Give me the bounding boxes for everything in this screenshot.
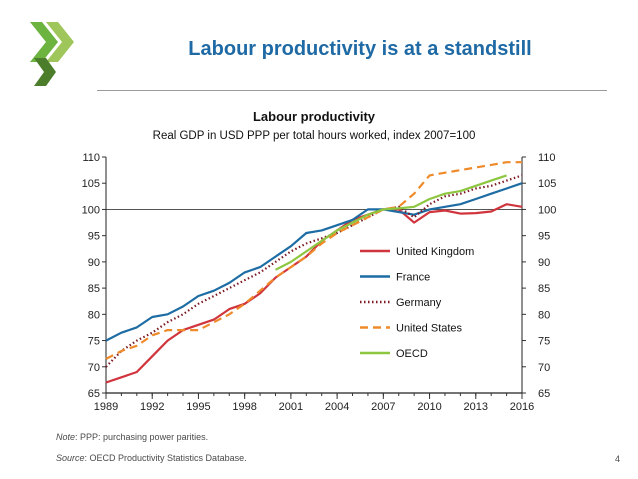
logo-chevron-top-right xyxy=(46,22,74,62)
note-text: : PPP: purchasing power parities. xyxy=(75,432,209,442)
y-tick-label-right: 110 xyxy=(538,152,556,164)
note-label: Note xyxy=(56,432,76,442)
oecd-logo xyxy=(30,22,74,86)
series-line-france xyxy=(105,182,523,342)
legend-label: OECD xyxy=(396,348,428,360)
legend-label: United States xyxy=(396,323,463,335)
y-tick-label-left: 65 xyxy=(88,388,100,400)
y-tick-label-right: 65 xyxy=(538,388,550,400)
y-tick-label-right: 80 xyxy=(538,309,550,321)
source-label: Source xyxy=(56,453,85,463)
y-tick-label-left: 95 xyxy=(88,231,100,243)
chart-series xyxy=(105,161,523,384)
y-tick-label-left: 100 xyxy=(82,204,100,216)
y-tick-label-right: 90 xyxy=(538,257,550,269)
y-tick-label-right: 75 xyxy=(538,336,550,348)
x-tick-label: 1998 xyxy=(232,401,256,413)
x-tick-label: 2013 xyxy=(464,401,488,413)
y-tick-label-left: 105 xyxy=(82,178,100,190)
logo-chevron-bottom xyxy=(34,58,56,86)
legend-label: Germany xyxy=(396,297,442,309)
x-tick-label: 2010 xyxy=(417,401,441,413)
x-tick-label: 2007 xyxy=(371,401,395,413)
y-tick-label-right: 100 xyxy=(538,204,556,216)
y-tick-label-right: 95 xyxy=(538,231,550,243)
x-tick-label: 2016 xyxy=(510,401,534,413)
chart-title: Labour productivity xyxy=(253,109,376,124)
y-tick-label-left: 85 xyxy=(88,283,100,295)
legend-label: United Kingdom xyxy=(396,246,474,258)
chart-axes: 65 65 70 70 75 75 80 80 85 85 90 90 95 95 100 100 105 105… xyxy=(82,152,557,413)
y-tick-label-left: 70 xyxy=(88,362,100,374)
x-tick-label: 1995 xyxy=(186,401,210,413)
y-tick-label-right: 105 xyxy=(538,178,556,190)
series-line-united-states xyxy=(105,161,522,360)
x-tick-label: 1992 xyxy=(140,401,164,413)
source-text: : OECD Productivity Statistics Database. xyxy=(84,453,247,463)
footnote-source: Source: OECD Productivity Statistics Dat… xyxy=(56,453,247,463)
chart-legend: United Kingdom France Germany United States… xyxy=(360,246,474,360)
chart-subtitle: Real GDP in USD PPP per total hours work… xyxy=(153,130,476,142)
page-number: 4 xyxy=(614,454,620,464)
x-tick-label: 2001 xyxy=(279,401,303,413)
y-tick-label-left: 80 xyxy=(88,309,100,321)
logo-chevron-top-left xyxy=(30,22,58,62)
x-tick-label: 1989 xyxy=(94,401,118,413)
legend-label: France xyxy=(396,272,430,284)
slide-title: Labour productivity is at a standstill xyxy=(188,38,532,60)
y-tick-label-right: 85 xyxy=(538,283,550,295)
footnote-note: Note: PPP: purchasing power parities. xyxy=(56,432,208,442)
y-tick-label-left: 110 xyxy=(82,152,100,164)
y-tick-label-left: 75 xyxy=(88,336,100,348)
series-line-oecd xyxy=(274,174,507,271)
y-tick-label-right: 70 xyxy=(538,362,550,374)
x-tick-label: 2004 xyxy=(325,401,349,413)
series-line-germany xyxy=(105,174,523,368)
y-tick-label-left: 90 xyxy=(88,257,100,269)
title-divider xyxy=(97,90,607,91)
